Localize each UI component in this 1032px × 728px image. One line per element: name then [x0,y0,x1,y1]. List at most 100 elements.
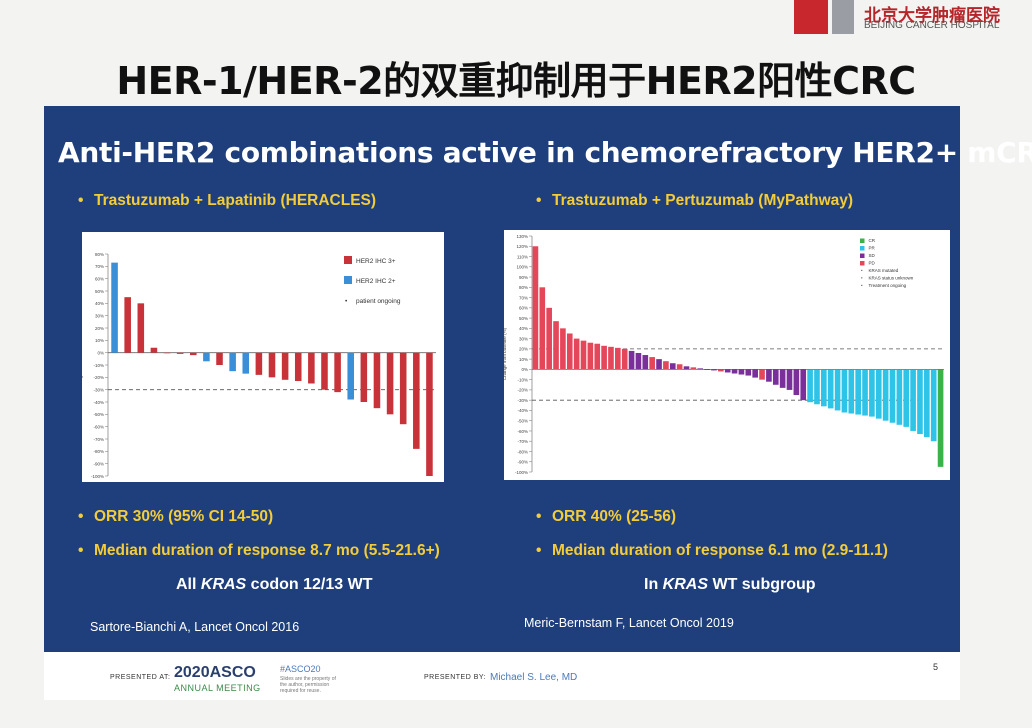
right-reference: Meric-Bernstam F, Lancet Oncol 2019 [524,616,734,630]
mypathway-tick-label: -80% [517,449,528,454]
heracles-tick-label: -40% [93,400,104,405]
heracles-bar-5 [163,352,171,354]
mypathway-bar-29 [724,369,731,373]
mypathway-bar-31 [738,369,745,375]
mypathway-tick-label: -20% [517,388,528,393]
mypathway-bar-27 [711,369,717,371]
heracles-bar-21 [373,352,381,409]
heracles-tick-label: 70% [95,264,104,269]
mypathway-bar-53 [889,369,896,423]
mypathway-bar-25 [697,368,704,370]
mypathway-bar-17 [642,355,649,370]
mypathway-bar-20 [663,361,669,370]
mypathway-bar-6 [566,333,573,370]
mypathway-bar-55 [903,369,910,427]
mypathway-tick-label: -90% [517,460,528,465]
mypathway-bar-50 [869,369,875,417]
heracles-tick-label: -50% [93,412,104,417]
mypathway-bar-15 [628,350,635,370]
left-reference: Sartore-Bianchi A, Lancet Oncol 2016 [90,620,300,634]
presented-by-label: PRESENTED BY: [424,674,487,681]
mypathway-bar-60 [937,369,944,467]
page-number: 5 [933,662,939,672]
mypathway-bar-39 [793,369,800,396]
mypathway-tick-label: -50% [517,418,528,423]
mypathway-tick-label: 70% [519,295,528,300]
mypathway-tick-label: 100% [516,265,528,270]
mypathway-waterfall-svg: 130% 120% 110% 100% 90% 80% 70% 60% 50% 40% 30% 20%… [502,234,944,475]
mypathway-bar-26 [704,369,710,370]
mypathway-bar-30 [731,369,738,374]
mypathway-y-axis-label: Change from baseline (%) [504,327,507,380]
mypathway-tick-label: 10% [519,357,528,362]
heracles-tick-label: 50% [95,289,104,294]
mypathway-bar-46 [841,369,848,413]
heracles-bar-15 [294,352,302,382]
mypathway-legend-label: KRAS status unknown [869,276,914,281]
heracles-legend-label: patient ongoing [356,298,401,305]
mypathway-tick-label: 0% [521,367,528,372]
heracles-tick-label: 60% [95,276,104,281]
mypathway-bar-8 [580,340,587,370]
heracles-bar-25 [426,352,433,476]
mypathway-tick-label: 120% [516,244,528,249]
heracles-legend-label: HER2 IHC 2+ [356,278,396,285]
mypathway-bar-41 [807,369,813,403]
mypathway-legend-label: PD [869,261,876,266]
heracles-bar-7 [190,352,197,356]
right-orr: ORR 40% (25-56) [536,508,676,526]
heracles-bar-16 [308,352,315,384]
mypathway-bar-2 [539,287,546,370]
mypathway-tick-label: 50% [519,316,528,321]
slide: Anti-HER2 combinations active in chemore… [44,106,1032,652]
asco-hashtag: #ASCO20 [280,664,321,674]
heracles-bar-1 [111,262,118,353]
mypathway-bar-10 [594,343,601,370]
hospital-logo: 北京大学肿瘤医院 BEIJING CANCER HOSPITAL [794,0,1032,38]
left-subgroup-pre: All [176,576,201,593]
mypathway-tick-label: 30% [519,336,528,341]
mypathway-legend-marker: • [861,276,863,281]
left-orr: ORR 30% (95% CI 14-50) [78,508,273,526]
heracles-tick-label: -100% [91,474,104,479]
mypathway-bar-52 [882,369,889,421]
heracles-bar-13 [268,352,276,378]
heracles-bar-4 [150,347,158,353]
right-subgroup-kras: KRAS [662,576,709,593]
mypathway-tick-label: -10% [517,377,528,382]
heracles-tick-label: 30% [95,313,104,318]
heracles-bar-11 [242,352,250,374]
mypathway-tick-label: 20% [519,347,528,352]
mypathway-bar-19 [656,359,662,370]
mypathway-bar-33 [752,369,758,378]
mypathway-legend-marker: • [861,268,863,273]
mypathway-bar-43 [821,369,827,407]
hospital-name-en: BEIJING CANCER HOSPITAL [864,20,1000,31]
chart-mypathway: 130% 120% 110% 100% 90% 80% 70% 60% 50% 40% 30% 20%… [502,230,950,480]
mypathway-bar-36 [772,369,779,385]
mypathway-tick-label: 130% [516,234,528,239]
heracles-bar-23 [399,352,407,425]
mypathway-legend-swatch [860,253,865,258]
mypathway-bar-40 [800,369,807,401]
mypathway-bar-11 [601,345,607,370]
mypathway-bar-34 [759,369,765,380]
heracles-bar-17 [321,352,328,390]
mypathway-legend-label: Treatment ongoing [869,283,907,288]
mypathway-tick-label: 90% [519,275,528,280]
heracles-bar-3 [137,303,145,353]
left-duration: Median duration of response 8.7 mo (5.5-… [78,542,440,560]
mypathway-legend-label: KRAS mutated [869,268,899,273]
right-subgroup-pre: In [644,576,663,593]
heracles-bar-20 [360,352,368,402]
mypathway-bar-45 [834,369,841,411]
mypathway-bar-7 [573,338,580,370]
mypathway-bar-18 [649,357,655,370]
left-subgroup-kras: KRAS [200,576,247,593]
mypathway-bar-58 [924,369,930,438]
mypathway-bar-32 [745,369,752,376]
mypathway-tick-label: 110% [517,254,528,259]
page-title: HER-1/HER-2的双重抑制用于HER2阳性CRC [116,59,916,103]
mypathway-bar-51 [875,369,882,419]
left-subgroup-post: codon 12/13 WT [246,576,373,593]
